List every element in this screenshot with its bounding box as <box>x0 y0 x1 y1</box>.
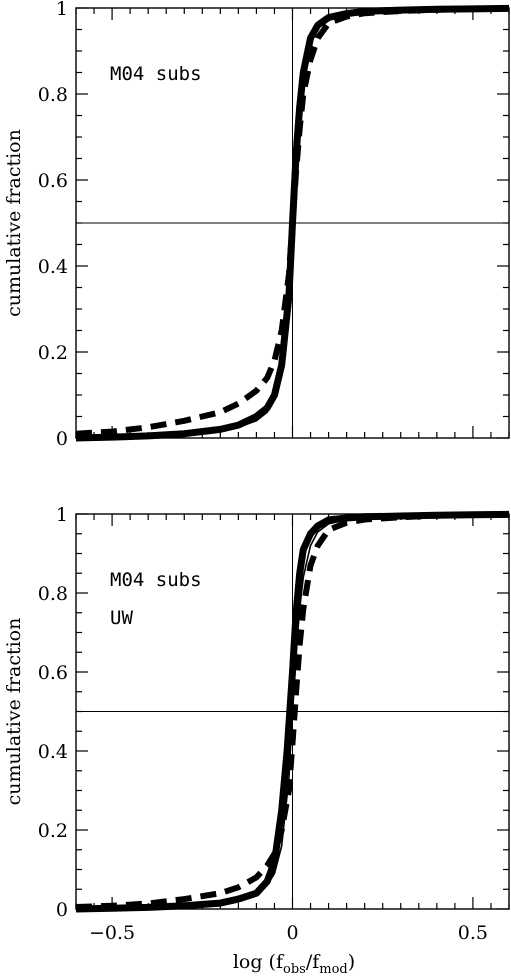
y-tick-label: 0.6 <box>38 662 68 684</box>
x-tick-label: 0.5 <box>458 922 488 944</box>
y-tick-label: 0.8 <box>38 84 68 106</box>
x-axis-title-end: ) <box>348 951 355 973</box>
y-tick-label: 0.8 <box>38 583 68 605</box>
y-tick-label: 0.4 <box>38 741 68 763</box>
x-axis-title-sub1: obs <box>283 962 306 977</box>
y-tick-label: 0.6 <box>38 170 68 192</box>
panel-annotation: UW <box>110 607 133 629</box>
x-axis-title: log (fobs/fmod) <box>233 951 355 977</box>
y-tick-label: 0 <box>56 428 68 450</box>
panel-annotation: M04 subs <box>110 63 202 85</box>
x-axis-title-mid: /f <box>306 951 321 973</box>
y-tick-label: 0.2 <box>38 342 68 364</box>
x-axis-title-main: log (f <box>233 951 285 973</box>
panel-annotation: M04 subs <box>110 569 202 591</box>
x-tick-label: −0.5 <box>89 922 135 944</box>
y-axis-title: cumulative fraction <box>3 129 25 317</box>
x-tick-label: 0 <box>286 922 298 944</box>
y-tick-label: 0 <box>56 899 68 921</box>
y-tick-label: 1 <box>56 0 68 20</box>
series-line-dashed <box>75 511 510 910</box>
y-tick-label: 1 <box>56 504 68 526</box>
top-panel: 0 0.2 0.4 0.6 0.8 1 cumulative fraction M04 sub… <box>3 0 510 450</box>
y-axis-title: cumulative fraction <box>3 618 25 806</box>
x-axis-title-sub2: mod <box>319 962 347 977</box>
bottom-panel: 0 0.2 0.4 0.6 0.8 1 −0.5 0 0.5 cumulative fractio… <box>3 504 510 944</box>
y-tick-label: 0.2 <box>38 820 68 842</box>
series-line-dashed <box>75 5 510 437</box>
y-tick-label: 0.4 <box>38 256 68 278</box>
